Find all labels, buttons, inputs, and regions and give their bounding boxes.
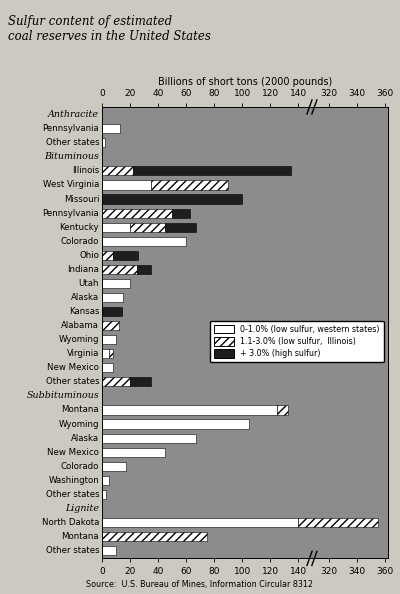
Text: Montana: Montana: [62, 406, 99, 415]
Text: Colorado: Colorado: [61, 462, 99, 470]
Bar: [102, 236, 186, 246]
Bar: [102, 307, 122, 316]
Text: Other states: Other states: [46, 490, 99, 499]
Text: Illinois: Illinois: [72, 166, 99, 175]
Text: Wyoming: Wyoming: [59, 335, 99, 344]
Bar: [102, 419, 249, 429]
Bar: [102, 406, 277, 415]
Text: Indiana: Indiana: [67, 265, 99, 274]
Text: Virginia: Virginia: [67, 349, 99, 358]
Bar: [165, 223, 196, 232]
Bar: [102, 434, 196, 443]
Bar: [102, 321, 119, 330]
Text: Washington: Washington: [48, 476, 99, 485]
Text: West Virginia: West Virginia: [43, 181, 99, 189]
Bar: [102, 377, 130, 387]
Text: Bituminous: Bituminous: [44, 152, 99, 162]
Bar: [102, 124, 120, 133]
Bar: [102, 476, 109, 485]
Bar: [298, 518, 378, 527]
Bar: [277, 406, 288, 415]
Bar: [130, 223, 165, 232]
Bar: [133, 166, 291, 175]
Bar: [102, 532, 207, 541]
X-axis label: Billions of short tons (2000 pounds): Billions of short tons (2000 pounds): [158, 77, 332, 87]
Bar: [102, 349, 109, 358]
Bar: [102, 462, 126, 471]
Text: Anthracite: Anthracite: [48, 110, 99, 119]
Text: Ohio: Ohio: [79, 251, 99, 260]
Text: Colorado: Colorado: [61, 237, 99, 246]
Text: Kansas: Kansas: [69, 307, 99, 316]
Bar: [102, 181, 151, 189]
Text: Subbituminous: Subbituminous: [26, 391, 99, 400]
Text: Alaska: Alaska: [71, 434, 99, 443]
Bar: [113, 251, 138, 260]
Text: Pennsylvania: Pennsylvania: [42, 124, 99, 133]
Legend: 0-1.0% (low sulfur, western states), 1.1-3.0% (low sulfur,  Illinois), + 3.0% (h: 0-1.0% (low sulfur, western states), 1.1…: [210, 321, 384, 362]
Bar: [102, 279, 130, 288]
Bar: [151, 181, 228, 189]
Bar: [102, 138, 105, 147]
Text: Utah: Utah: [79, 279, 99, 288]
Bar: [102, 518, 298, 527]
Bar: [102, 251, 113, 260]
Text: Sulfur content of estimated
coal reserves in the United States: Sulfur content of estimated coal reserve…: [8, 15, 211, 43]
Text: Wyoming: Wyoming: [59, 419, 99, 428]
Text: Other states: Other states: [46, 377, 99, 386]
Bar: [102, 223, 130, 232]
Text: North Dakota: North Dakota: [42, 518, 99, 527]
Bar: [102, 490, 106, 499]
Text: Alabama: Alabama: [61, 321, 99, 330]
Bar: [102, 194, 242, 204]
Text: Montana: Montana: [62, 532, 99, 541]
Text: Other states: Other states: [46, 546, 99, 555]
Text: New Mexico: New Mexico: [47, 364, 99, 372]
Bar: [102, 166, 133, 175]
Text: Alaska: Alaska: [71, 293, 99, 302]
Bar: [102, 293, 123, 302]
Bar: [102, 363, 113, 372]
Bar: [102, 448, 165, 457]
Bar: [102, 335, 116, 345]
Text: Pennsylvania: Pennsylvania: [42, 208, 99, 217]
Text: Missouri: Missouri: [64, 195, 99, 204]
Bar: [130, 377, 151, 387]
Bar: [109, 349, 113, 358]
Text: New Mexico: New Mexico: [47, 448, 99, 457]
Text: Kentucky: Kentucky: [60, 223, 99, 232]
Bar: [102, 265, 137, 274]
Text: Lignite: Lignite: [65, 504, 99, 513]
Text: Source:  U.S. Bureau of Mines, Information Circular 8312: Source: U.S. Bureau of Mines, Informatio…: [86, 580, 314, 589]
Bar: [172, 208, 190, 217]
Bar: [137, 265, 151, 274]
Bar: [102, 208, 172, 217]
Text: Other states: Other states: [46, 138, 99, 147]
Bar: [102, 546, 116, 555]
